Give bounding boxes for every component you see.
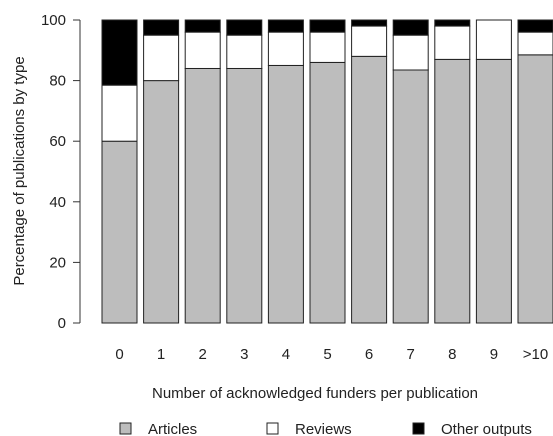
bar-segment-articles: [475, 58, 512, 324]
bar-segment-reviews: [392, 34, 429, 71]
legend: Articles Reviews Other outputs: [119, 421, 532, 436]
bar-segment-other-outputs: [351, 19, 388, 27]
bar-segment-reviews: [517, 31, 553, 56]
legend-label: Other outputs: [441, 421, 532, 436]
y-tick-label: 100: [41, 12, 66, 29]
bar-segment-reviews: [351, 25, 388, 57]
legend-swatch: [119, 422, 132, 435]
bar-segment-articles: [267, 64, 304, 324]
y-tick-label: 60: [49, 133, 66, 150]
bar-segment-reviews: [184, 31, 221, 69]
bar-segment-articles: [101, 140, 138, 324]
x-tick-label: 6: [365, 346, 373, 363]
y-tick-label: 0: [58, 315, 66, 332]
bar-segment-articles: [392, 69, 429, 324]
bar-segment-articles: [434, 58, 471, 324]
bar-segment-reviews: [475, 19, 512, 60]
x-tick-label: 0: [115, 346, 123, 363]
bar-segment-articles: [143, 80, 180, 324]
y-tick-label: 80: [49, 73, 66, 90]
bar-segment-reviews: [434, 25, 471, 60]
legend-label: Reviews: [295, 421, 352, 436]
legend-swatch: [266, 422, 279, 435]
bar-segment-other-outputs: [392, 19, 429, 36]
x-tick-label: 8: [448, 346, 456, 363]
bar-stacks: [101, 19, 553, 324]
bar-segment-reviews: [309, 31, 346, 63]
x-tick-label: 5: [323, 346, 331, 363]
y-axis: 0 20 40 60 80 100: [41, 12, 81, 332]
bar-segment-articles: [309, 61, 346, 324]
bar-segment-reviews: [267, 31, 304, 66]
bar-segment-reviews: [226, 34, 263, 69]
bar-segment-other-outputs: [226, 19, 263, 36]
x-tick-label: 9: [490, 346, 498, 363]
y-tick-label: 20: [49, 254, 66, 271]
x-tick-label: >10: [523, 346, 548, 363]
bar-segment-other-outputs: [309, 19, 346, 33]
legend-label: Articles: [148, 421, 197, 436]
bar-segment-articles: [351, 55, 388, 324]
bar-segment-reviews: [101, 84, 138, 142]
y-tick-label: 40: [49, 194, 66, 211]
bar-segment-articles: [184, 67, 221, 324]
bar-segment-other-outputs: [101, 19, 138, 86]
x-tick-label: 4: [282, 346, 290, 363]
bar-segment-other-outputs: [517, 19, 553, 33]
x-axis-label: Number of acknowledged funders per publi…: [152, 385, 478, 402]
x-tick-label: 3: [240, 346, 248, 363]
bar-segment-reviews: [143, 34, 180, 82]
bar-segment-other-outputs: [434, 19, 471, 27]
bar-segment-articles: [517, 54, 553, 324]
bar-segment-other-outputs: [184, 19, 221, 33]
x-tick-label: 1: [157, 346, 165, 363]
x-tick-labels: 0 1 2 3 4 5 6 7 8 9 >10: [115, 346, 548, 363]
y-axis-label: Percentage of publications by type: [11, 56, 28, 285]
bar-segment-other-outputs: [267, 19, 304, 33]
bar-segment-other-outputs: [143, 19, 180, 36]
x-tick-label: 2: [199, 346, 207, 363]
legend-swatch: [412, 422, 425, 435]
bar-segment-articles: [226, 67, 263, 324]
x-tick-label: 7: [407, 346, 415, 363]
